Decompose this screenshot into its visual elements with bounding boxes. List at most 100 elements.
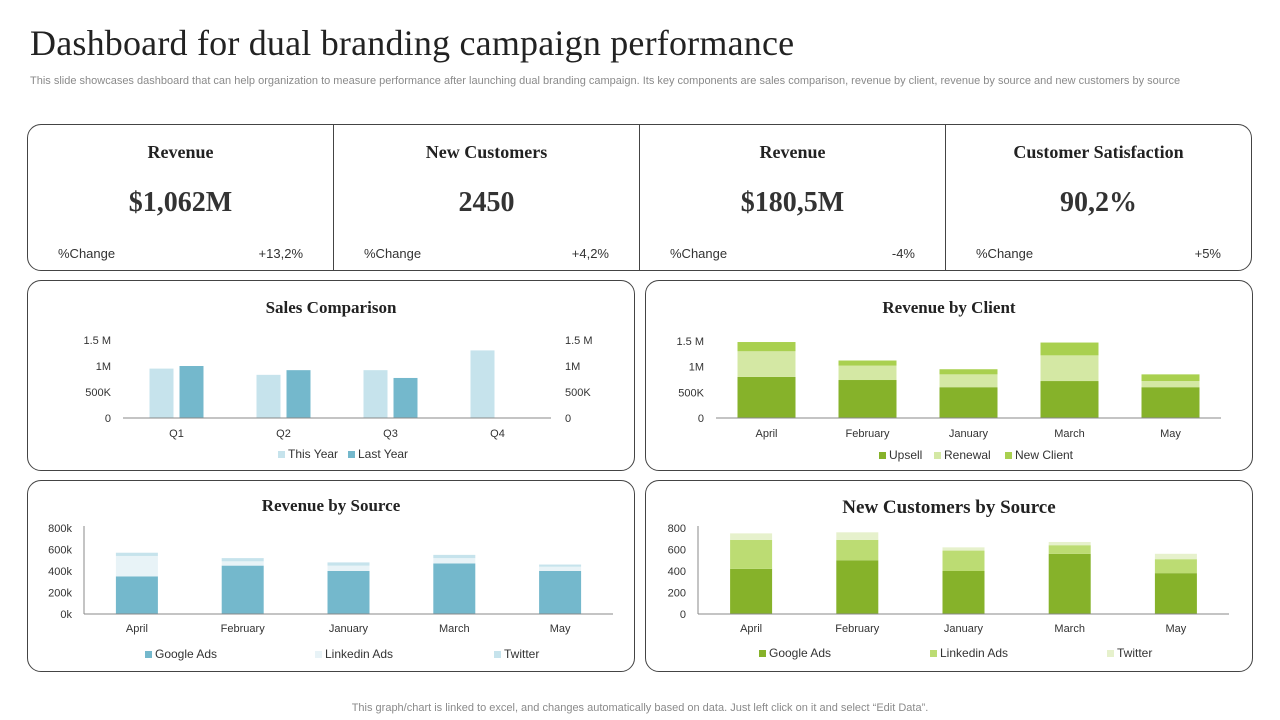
legend-label: Upsell: [889, 448, 922, 462]
kpi-value: 90,2%: [1060, 187, 1137, 218]
bar-new-client: [1141, 374, 1200, 382]
legend-swatch: [759, 650, 766, 657]
legend-label: Google Ads: [769, 646, 831, 660]
bar-this-year: [363, 370, 388, 418]
y2-tick-label: 500K: [565, 387, 591, 399]
kpi-revenue[interactable]: Revenue $1,062M %Change +13,2%: [28, 125, 334, 270]
bar-google-ads: [115, 576, 158, 614]
footer-note: This graph/chart is linked to excel, and…: [351, 702, 929, 714]
bar-this-year: [149, 368, 174, 418]
x-tick-label: April: [755, 428, 777, 440]
legend-label: New Client: [1015, 448, 1074, 462]
legend-swatch: [494, 651, 501, 658]
legend-label: Linkedin Ads: [940, 646, 1008, 660]
bar-upsell: [1040, 381, 1099, 418]
legend-label: This Year: [288, 447, 338, 461]
bar-this-year: [256, 374, 281, 418]
bar-google-ads: [1154, 573, 1197, 614]
x-tick-label: January: [944, 623, 984, 635]
y-tick-label: 800k: [48, 523, 72, 535]
y-tick-label: 1.5 M: [676, 336, 704, 348]
bar-twitter: [942, 547, 985, 551]
x-tick-label: Q4: [490, 428, 505, 440]
kpi-change-value: +4,2%: [571, 246, 609, 261]
kpi-change-value: -4%: [891, 246, 915, 261]
kpi-label: Revenue: [759, 142, 826, 162]
kpi-change-value: +13,2%: [258, 246, 303, 261]
kpi-change-label: %Change: [670, 246, 728, 261]
kpi-value: 2450: [458, 187, 515, 218]
y-tick-label: 400: [668, 566, 686, 578]
kpi-new-customers[interactable]: New Customers 2450 %Change +4,2%: [334, 125, 640, 270]
legend-swatch: [145, 651, 152, 658]
bar-linkedin-ads: [1048, 545, 1091, 554]
bar-renewal: [939, 374, 998, 388]
legend-swatch: [1107, 650, 1114, 657]
bar-twitter: [836, 532, 879, 540]
bar-renewal: [737, 351, 796, 377]
legend-label: Google Ads: [155, 647, 217, 661]
x-tick-label: April: [126, 623, 148, 635]
legend-swatch: [930, 650, 937, 657]
kpi-row: Revenue $1,062M %Change +13,2% New Custo…: [27, 124, 1252, 271]
kpi-change-value: +5%: [1194, 246, 1221, 261]
bar-twitter: [730, 533, 773, 540]
x-tick-label: January: [949, 428, 989, 440]
x-tick-label: April: [740, 623, 762, 635]
bar-last-year: [393, 377, 418, 418]
bar-new-client: [1040, 342, 1099, 356]
chart-title: Revenue by Client: [882, 298, 1016, 317]
bar-google-ads: [942, 571, 985, 614]
legend-swatch: [1005, 452, 1012, 459]
x-tick-label: February: [835, 623, 880, 635]
sales-comparison-chart[interactable]: 0 500K 1M 1.5 M 0 500K 1M 1.5 M Q1 Q2 Q3 Q4 This Yea…: [28, 281, 635, 471]
kpi-revenue-2[interactable]: Revenue $180,5M %Change -4%: [640, 125, 946, 270]
y-tick-label: 200: [668, 588, 686, 600]
kpi-label: Revenue: [147, 142, 214, 162]
chart-title: Revenue by Source: [261, 496, 401, 515]
legend-label: Twitter: [504, 647, 539, 661]
bar-linkedin-ads: [942, 550, 985, 571]
y-tick-label: 500K: [85, 387, 111, 399]
kpi-change-label: %Change: [58, 246, 116, 261]
x-tick-label: Q2: [276, 428, 291, 440]
y-tick-label: 500K: [678, 387, 704, 399]
x-tick-label: February: [845, 428, 890, 440]
new-customers-by-source-panel[interactable]: New Customers by Source 0 200 400 600 800 Apr…: [645, 480, 1253, 672]
revenue-by-client-chart[interactable]: 0 500K 1M 1.5 M April February January March May…: [646, 281, 1253, 471]
revenue-by-source-chart[interactable]: 0k 200k 400k 600k 800k April February January Ma…: [28, 481, 635, 672]
y-tick-label: 0k: [60, 609, 72, 621]
legend-swatch: [934, 452, 941, 459]
bar-this-year: [470, 350, 495, 418]
y-tick-label: 800: [668, 523, 686, 535]
kpi-label: New Customers: [425, 142, 548, 162]
legend-label: Last Year: [358, 447, 408, 461]
x-tick-label: February: [221, 623, 266, 635]
legend-swatch: [879, 452, 886, 459]
x-tick-label: March: [439, 623, 470, 635]
legend-label: Linkedin Ads: [325, 647, 393, 661]
bar-linkedin-ads: [1154, 559, 1197, 574]
bar-twitter: [1048, 541, 1091, 546]
legend-swatch: [278, 451, 285, 458]
bar-renewal: [1040, 355, 1099, 382]
bar-linkedin-ads: [730, 539, 773, 569]
revenue-by-source-panel[interactable]: Revenue by Source 0k 200k 400k 600k 800k Apri…: [27, 480, 635, 672]
page-title: Dashboard for dual branding campaign per…: [30, 23, 795, 63]
bar-google-ads: [539, 571, 582, 614]
bar-last-year: [179, 366, 204, 418]
y-tick-label: 400k: [48, 566, 72, 578]
y-tick-label: 0: [698, 413, 704, 425]
bar-twitter: [433, 554, 476, 559]
revenue-by-client-panel[interactable]: Revenue by Client 0 500K 1M 1.5 M April Febru…: [645, 280, 1253, 471]
bar-twitter: [539, 564, 582, 567]
chart-title: Sales Comparison: [265, 298, 397, 317]
kpi-change-label: %Change: [976, 246, 1034, 261]
bar-twitter: [221, 558, 264, 562]
bar-renewal: [1141, 381, 1200, 388]
bar-upsell: [1141, 387, 1200, 418]
new-customers-by-source-chart[interactable]: 0 200 400 600 800 April February January March Ma…: [646, 481, 1253, 672]
sales-comparison-panel[interactable]: Sales Comparison 0 500K 1M 1.5 M 0 500K 1M 1.5 …: [27, 280, 635, 471]
kpi-customer-satisfaction[interactable]: Customer Satisfaction 90,2% %Change +5%: [946, 125, 1251, 270]
bar-twitter: [115, 552, 158, 556]
